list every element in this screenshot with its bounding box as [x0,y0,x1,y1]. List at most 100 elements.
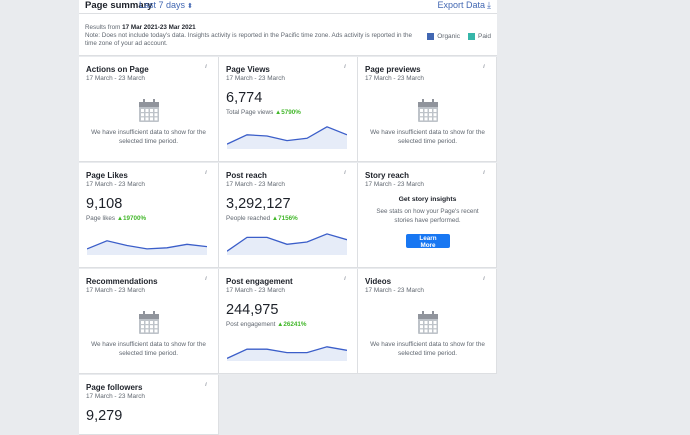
trend-area [87,240,207,255]
results-prefix: Results from [85,24,121,31]
trend-line [227,233,347,252]
trend-line [227,346,347,359]
info-icon[interactable]: i [483,64,485,70]
card-story-reach[interactable]: Story reach 17 March - 23 March i Get st… [358,163,497,268]
metric-value: 6,774 [226,90,263,106]
calendar-day [424,117,428,121]
trend-area [227,126,347,149]
page-likes-trend-chart [87,240,207,255]
calendar-day [433,113,437,117]
change-percent: ▲26241% [277,321,307,328]
calendar-ring [432,99,434,104]
calendar-day [150,117,153,121]
calendar-day [150,329,153,333]
post-engagement-trend-chart [227,346,347,361]
calendar-day [145,117,149,121]
info-icon[interactable]: i [205,276,207,282]
calendar-day [141,113,144,117]
calendar-day [145,325,149,329]
change-percent: ▲19700% [116,215,147,222]
insufficient-data-text: We have insufficient data to show for th… [91,129,206,145]
calendar-day [150,113,153,117]
metric-caption: People reached ▲7156% [226,215,298,222]
card-page-views[interactable]: Page Views 17 March - 23 March i 6,774 T… [219,57,358,162]
legend-organic-label: Organic [437,33,460,40]
calendar-day [145,329,149,333]
calendar-ring [422,311,424,316]
calendar-day [150,325,153,329]
trend-line [227,126,347,145]
legend-paid: Paid [467,33,491,40]
post-reach-trend-chart [227,233,347,255]
info-icon[interactable]: i [344,276,346,282]
download-icon: ⤓ [487,0,491,10]
card-date: 17 March - 23 March [226,287,285,294]
calendar-day [154,113,158,117]
change-percent: ▲5790% [275,109,301,116]
card-page-likes[interactable]: Page Likes 17 March - 23 March i 9,108 P… [79,163,219,268]
metric-caption: Total Page views ▲5790% [226,109,301,116]
card-date: 17 March - 23 March [365,181,424,188]
card-date: 17 March - 23 March [365,75,424,82]
export-data-button[interactable]: Export Data ⤓ [437,0,491,11]
info-icon[interactable]: i [205,170,207,176]
calendar-ring [153,99,155,104]
calendar-day [420,117,423,121]
calendar-day [420,321,423,324]
card-recommendations[interactable]: Recommendations 17 March - 23 March i We… [79,269,219,374]
calendar-day [420,329,423,333]
calendar-day [429,109,432,112]
calendar-day [424,109,428,112]
info-icon[interactable]: i [205,64,207,70]
card-page-previews[interactable]: Page previews 17 March - 23 March i We h… [358,57,497,162]
change-percent: ▲7156% [271,215,298,222]
calendar-ring [153,311,155,316]
calendar-day [154,321,158,324]
info-icon[interactable]: i [483,276,485,282]
card-date: 17 March - 23 March [226,75,285,82]
page-title: Page summary [85,0,153,11]
calendar-header [418,314,438,319]
info-icon[interactable]: i [344,64,346,70]
calendar-day [433,325,437,329]
metric-value: 9,279 [86,408,123,424]
card-post-reach[interactable]: Post reach 17 March - 23 March i 3,292,1… [219,163,358,268]
info-icon[interactable]: i [344,170,346,176]
card-actions-on-page[interactable]: Actions on Page 17 March - 23 March i We… [79,57,219,162]
metric-caption: Post engagement ▲26241% [226,321,306,328]
calendar-day [433,117,437,121]
change-value: 26241% [283,321,307,328]
calendar-header [139,102,159,107]
page-views-trend-chart [227,126,347,149]
timezone-note: Note: Does not include today's data. Ins… [85,32,413,47]
calendar-day [424,321,428,324]
card-page-followers[interactable]: Page followers 17 March - 23 March i 9,2… [79,375,219,435]
insufficient-data-text: We have insufficient data to show for th… [91,341,206,357]
calendar-day [429,117,432,121]
calendar-day [141,325,144,329]
date-range-dropdown[interactable]: Last 7 days ⬍ [139,0,193,10]
calendar-day [141,117,144,121]
card-post-engagement[interactable]: Post engagement 17 March - 23 March i 24… [219,269,358,374]
calendar-header [418,102,438,107]
header-divider [79,13,497,14]
change-value: 5790% [281,109,301,116]
calendar-day [150,321,153,324]
calendar-day [154,329,158,333]
calendar-day [429,321,432,324]
calendar-icon [139,99,159,122]
info-icon[interactable]: i [205,382,207,388]
calendar-day [433,109,437,112]
card-videos[interactable]: Videos 17 March - 23 March i We have ins… [358,269,497,374]
story-insights-heading: Get story insights [398,196,457,203]
calendar-icon [139,311,159,334]
calendar-day [145,113,149,117]
info-icon[interactable]: i [483,170,485,176]
calendar-day [154,325,158,329]
learn-more-button[interactable]: Learn More [406,234,450,249]
page-summary-header: Page summary Last 7 days ⬍ Export Data ⤓ R… [79,0,497,56]
card-title: Recommendations [86,277,158,286]
legend-paid-label: Paid [477,33,491,40]
results-range: 17 Mar 2021-23 Mar 2021 [122,24,196,31]
paid-swatch [467,33,475,40]
